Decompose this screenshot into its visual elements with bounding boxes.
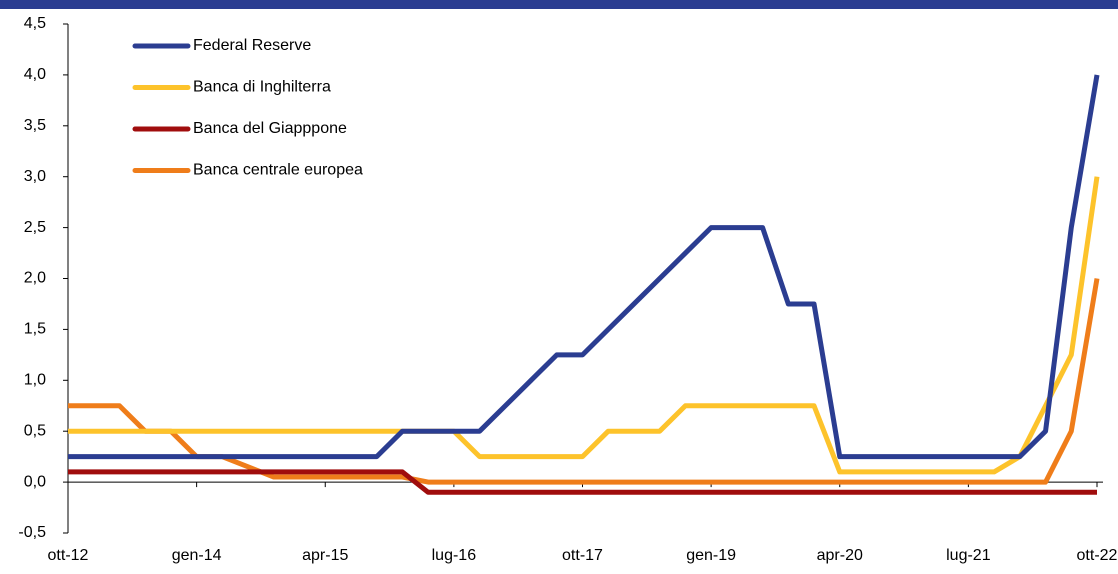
y-tick-label: 0,0 xyxy=(24,473,46,490)
x-tick-label: lug-16 xyxy=(432,547,477,564)
legend-label: Banca del Giapppone xyxy=(193,120,347,137)
y-tick-label: 3,5 xyxy=(24,117,46,134)
x-tick-label: ott-17 xyxy=(562,547,603,564)
x-tick-label: ott-12 xyxy=(48,547,89,564)
y-tick-label: 3,0 xyxy=(24,168,46,185)
header-bar xyxy=(0,0,1118,9)
legend-label: Banca di Inghilterra xyxy=(193,79,331,96)
legend-label: Banca centrale europea xyxy=(193,162,363,179)
legend-label: Federal Reserve xyxy=(193,37,311,54)
y-tick-label: 4,5 xyxy=(24,15,46,32)
x-tick-label: gen-19 xyxy=(686,547,736,564)
x-tick-label: gen-14 xyxy=(172,547,222,564)
y-tick-label: 4,0 xyxy=(24,66,46,83)
series-line xyxy=(68,278,1100,485)
series-line xyxy=(68,176,1100,475)
series-line xyxy=(68,74,1100,460)
y-tick-label: 2,5 xyxy=(24,219,46,236)
y-tick-label: -0,5 xyxy=(18,524,46,541)
series-line xyxy=(68,469,1097,495)
y-tick-label: 1,0 xyxy=(24,372,46,389)
x-tick-label: apr-15 xyxy=(302,547,348,564)
y-tick-label: 1,5 xyxy=(24,321,46,338)
y-tick-label: 0,5 xyxy=(24,422,46,439)
x-tick-label: ott-22 xyxy=(1077,547,1118,564)
x-tick-label: lug-21 xyxy=(946,547,991,564)
y-tick-label: 2,0 xyxy=(24,270,46,287)
x-tick-label: apr-20 xyxy=(817,547,863,564)
